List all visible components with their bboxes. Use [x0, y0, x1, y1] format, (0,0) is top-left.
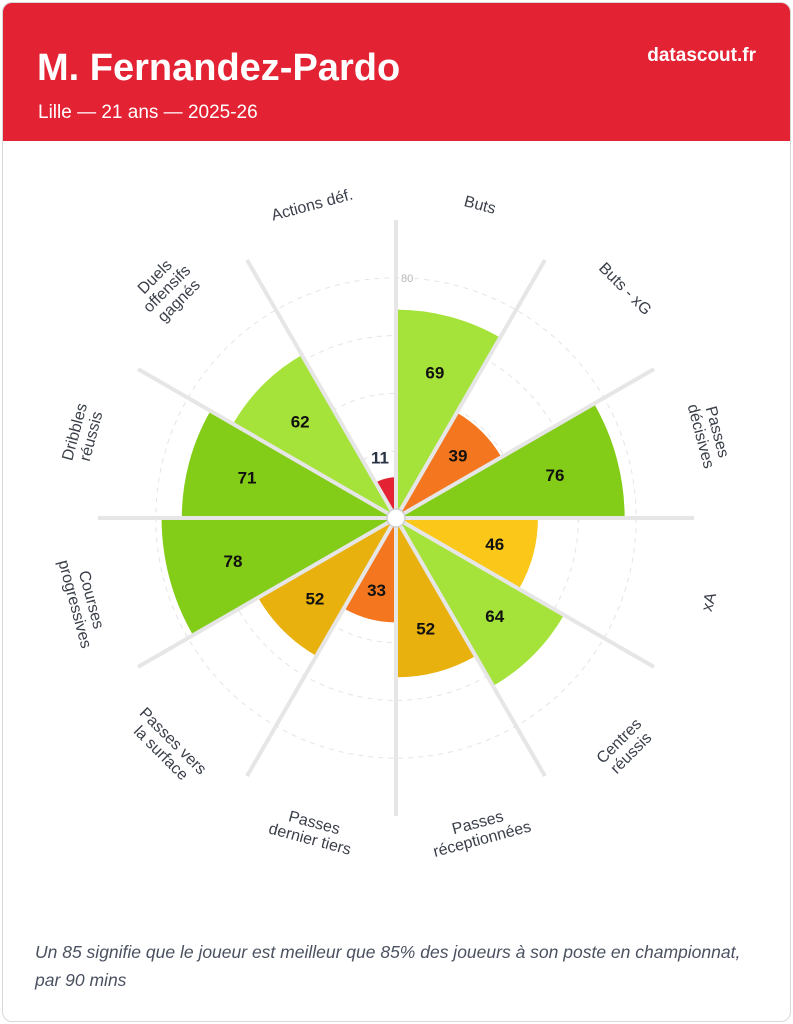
wedge-12 — [375, 477, 396, 511]
wedge-5 — [400, 522, 564, 686]
category-label-1: Buts — [462, 193, 497, 218]
wedge-8 — [258, 522, 392, 656]
wedge-2 — [400, 412, 502, 514]
category-label-9: Coursesprogressives — [54, 554, 110, 650]
value-label-4: 46 — [485, 535, 504, 554]
value-label-7: 33 — [367, 581, 386, 600]
radial-tick-label-80: 80 — [401, 273, 413, 285]
value-label-10: 71 — [238, 469, 257, 488]
spoke-6 — [394, 516, 547, 778]
spoke-3 — [394, 367, 656, 520]
value-label-9: 78 — [224, 552, 243, 571]
value-label-6: 52 — [416, 619, 435, 638]
category-label-10: Dribblesréussis — [59, 401, 107, 466]
value-label-8: 52 — [305, 590, 324, 609]
header-banner: M. Fernandez-Pardo Lille — 21 ans — 2025… — [3, 3, 790, 141]
category-label-2: Buts - xG — [595, 260, 654, 319]
spoke-11 — [136, 367, 397, 520]
value-label-5: 64 — [485, 607, 504, 626]
player-name: M. Fernandez-Pardo — [37, 47, 401, 89]
category-label-4: xA — [699, 590, 720, 613]
wedge-11 — [233, 355, 392, 514]
spoke-2 — [394, 258, 547, 520]
spoke-8 — [245, 516, 398, 778]
category-label-8: Passes versla surface — [124, 705, 210, 791]
category-label-3: Passesdécisives — [684, 398, 734, 470]
category-label-6: Passesréceptionnées — [427, 802, 533, 861]
wedge-10 — [181, 410, 389, 518]
wedge-3 — [403, 403, 625, 518]
wedge-7 — [343, 525, 396, 623]
spoke-9 — [136, 516, 397, 669]
value-label-1: 69 — [425, 364, 444, 383]
wedge-6 — [396, 525, 476, 678]
player-subtitle: Lille — 21 ans — 2025-26 — [38, 102, 258, 123]
category-label-7: Passesdernier tiers — [267, 804, 357, 859]
brand-logo-text[interactable]: datascout.fr — [647, 45, 756, 66]
spoke-5 — [394, 516, 656, 669]
wedge-9 — [161, 518, 389, 636]
value-label-3: 76 — [546, 466, 565, 485]
wedge-1 — [396, 309, 501, 511]
center-hole — [386, 508, 406, 528]
wedge-4 — [403, 518, 538, 589]
footnote: Un 85 signifie que le joueur est meilleu… — [35, 942, 741, 990]
value-label-2: 39 — [449, 447, 468, 466]
spoke-12 — [245, 258, 398, 520]
value-label-11: 62 — [291, 413, 310, 432]
category-label-12: Actions déf. — [270, 186, 355, 224]
category-label-5: Centresréussis — [594, 716, 658, 780]
category-label-11: Duelsoffensifsgagnés — [128, 250, 206, 328]
value-label-12: 11 — [371, 449, 389, 468]
